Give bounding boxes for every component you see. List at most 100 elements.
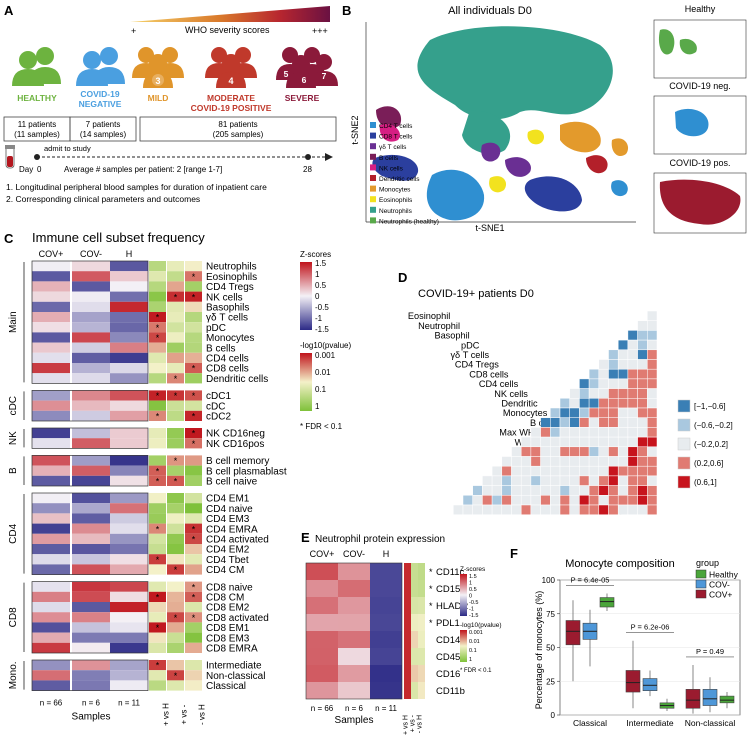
pvalue-cell xyxy=(149,582,166,592)
c-group-label: Mono. xyxy=(8,661,19,689)
fdr-star: * xyxy=(156,593,160,603)
e-pvalue-cell xyxy=(411,597,418,614)
score-5: 5 xyxy=(284,69,289,79)
heatmap-cell xyxy=(110,322,148,332)
e-pvalue-cell xyxy=(404,614,411,631)
mini-pos-label: COVID-19 pos. xyxy=(669,158,730,168)
corr-cell xyxy=(609,379,619,389)
corr-cell xyxy=(589,398,599,408)
corr-cell xyxy=(638,408,648,418)
corr-cell xyxy=(589,466,599,476)
fdr-star: * xyxy=(192,613,196,623)
pvalue-cell xyxy=(185,261,202,271)
heatmap-cell xyxy=(32,292,70,302)
corr-cell xyxy=(560,398,570,408)
heatmap-cell xyxy=(110,343,148,353)
corr-cell xyxy=(618,427,628,437)
heatmap-cell xyxy=(32,390,70,400)
heatmap-cell xyxy=(110,602,148,612)
corr-cell xyxy=(628,427,638,437)
day28-label: 28 xyxy=(303,165,312,174)
c-ptick: 0.001 xyxy=(315,351,336,360)
legend-swatch xyxy=(696,570,706,578)
pvalue-cell xyxy=(185,513,202,523)
severe-people-icon xyxy=(276,47,338,88)
fdr-star: * xyxy=(156,477,160,487)
box xyxy=(643,679,657,691)
corr-cell xyxy=(550,476,560,486)
heatmap-cell xyxy=(72,322,110,332)
panel-e: E Neutrophil protein expression COV+ COV-… xyxy=(301,530,502,735)
heatmap-cell xyxy=(72,524,110,534)
corr-cell xyxy=(618,389,628,399)
corr-cell xyxy=(589,447,599,457)
corr-cell xyxy=(638,457,648,467)
e-pvalue-cell xyxy=(411,682,418,699)
corr-cell xyxy=(550,437,560,447)
legend-label: Monocytes xyxy=(379,187,411,194)
e-zscore-title: Z-scores xyxy=(460,566,486,573)
corr-cell xyxy=(570,486,580,496)
pvalue-cell xyxy=(167,302,184,312)
heatmap-cell xyxy=(32,602,70,612)
heatmap-cell xyxy=(110,524,148,534)
e-pvalue-cell xyxy=(404,580,411,597)
e-fdr-star: * xyxy=(429,601,433,611)
heatmap-cell xyxy=(32,680,70,690)
e-heatmap-cell xyxy=(306,631,338,648)
pvalue-cell xyxy=(149,534,166,544)
heatmap-cell xyxy=(72,612,110,622)
c-n-label: n = 66 xyxy=(40,699,63,708)
pvalue-cell xyxy=(149,602,166,612)
pvalue-cell xyxy=(185,602,202,612)
heatmap-cell xyxy=(110,271,148,281)
panel-a: A + WHO severity scores +++ HEALTHY COVI… xyxy=(4,3,338,204)
pvalue-cell xyxy=(149,612,166,622)
heatmap-cell xyxy=(32,524,70,534)
e-heatmap-cell xyxy=(306,597,338,614)
c-n-label: n = 6 xyxy=(82,699,101,708)
corr-var-label: CD8 cells xyxy=(469,369,509,379)
c-group-label: B xyxy=(8,467,19,474)
corr-cell xyxy=(512,486,522,496)
pvalue-cell xyxy=(185,281,202,291)
corr-cell xyxy=(599,369,609,379)
e-heatmap-cell xyxy=(370,580,402,597)
pvalue-cell xyxy=(149,670,166,680)
corr-cell xyxy=(609,408,619,418)
corr-cell xyxy=(579,505,589,515)
heatmap-cell xyxy=(72,271,110,281)
e-ztick: -0.5 xyxy=(469,600,478,606)
corr-cell xyxy=(550,418,560,428)
corr-cell xyxy=(638,369,648,379)
corr-cell xyxy=(589,418,599,428)
corr-cell xyxy=(609,476,619,486)
corr-cell xyxy=(647,330,657,340)
healthy-people-icon xyxy=(12,47,61,86)
corr-cell xyxy=(628,379,638,389)
e-marker-label: CD16 xyxy=(436,669,460,680)
fdr-star: * xyxy=(174,391,178,401)
e-pvalue-cell xyxy=(418,648,425,665)
corr-cell xyxy=(521,505,531,515)
c-comparison-label: + vs H xyxy=(162,703,171,726)
corr-cell xyxy=(492,486,502,496)
day-label: Day xyxy=(19,165,33,174)
panel-d-title: COVID-19+ patients D0 xyxy=(418,288,534,300)
corr-cell xyxy=(550,466,560,476)
heatmap-cell xyxy=(110,582,148,592)
e-pvalue-cell xyxy=(411,631,418,648)
day0-label: 0 xyxy=(37,165,42,174)
corr-var-label: CD4 cells xyxy=(479,379,519,389)
corr-cell xyxy=(492,476,502,486)
pvalue-cell xyxy=(167,466,184,476)
covid-positive-label: COVID-19 POSITIVE xyxy=(191,103,272,113)
legend-swatch xyxy=(370,164,376,170)
e-n-label: n = 6 xyxy=(345,704,364,713)
corr-cell xyxy=(609,437,619,447)
e-pvalue-cell xyxy=(411,580,418,597)
box xyxy=(566,621,580,645)
heatmap-cell xyxy=(72,455,110,465)
covid-negative-people-icon xyxy=(76,47,125,86)
corr-var-label: Eosinophil xyxy=(408,311,450,321)
